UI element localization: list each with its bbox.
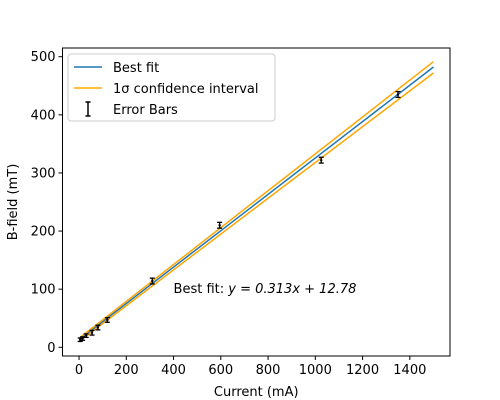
- data-point: [106, 318, 109, 322]
- data-point: [90, 331, 94, 334]
- series-line-1: [78, 61, 434, 339]
- x-tick-label: 200: [114, 363, 139, 378]
- legend-label-confidence: 1σ confidence interval: [113, 82, 259, 97]
- plot-frame: [62, 47, 451, 357]
- error-bar-point: [217, 221, 223, 229]
- y-tick-label: 300: [31, 166, 56, 181]
- axis-ticks: 0 200 400 600 800 1000 1200 1400 0 100 200 300 400 50…: [31, 50, 427, 378]
- series-line-0: [78, 66, 434, 341]
- data-point: [151, 279, 154, 283]
- error-bar-point: [104, 316, 110, 323]
- y-tick-label: 0: [47, 341, 55, 356]
- fit-annotation: Best fit: y = 0.313x + 12.78: [174, 282, 357, 297]
- x-tick-label: 1000: [299, 363, 332, 378]
- x-tick-label: 400: [161, 363, 186, 378]
- series-line-2: [78, 72, 434, 343]
- x-tick-label: 0: [75, 363, 83, 378]
- x-axis-label: Current (mA): [214, 385, 299, 400]
- data-point: [320, 158, 323, 162]
- x-tick-label: 1200: [346, 363, 379, 378]
- legend-label-best-fit: Best fit: [113, 61, 159, 76]
- y-tick-label: 500: [31, 50, 56, 65]
- error-bar-point: [149, 277, 155, 285]
- y-tick-label: 100: [31, 283, 56, 298]
- data-point: [96, 326, 100, 329]
- data-point: [84, 334, 88, 337]
- error-bar-point: [395, 90, 401, 99]
- y-tick-label: 200: [31, 225, 56, 240]
- data-point: [218, 224, 221, 227]
- fit-annotation-prefix: Best fit:: [174, 282, 229, 297]
- data-point: [396, 93, 400, 96]
- legend-swatch-error-bars: [85, 101, 91, 117]
- error-bar-point: [318, 156, 324, 164]
- y-axis-label: B-field (mT): [6, 164, 21, 241]
- error-bar-point: [83, 333, 89, 339]
- legend-label-error-bars: Error Bars: [113, 103, 178, 118]
- error-bar-point: [95, 324, 101, 331]
- error-bar-point: [89, 329, 95, 336]
- x-tick-label: 600: [208, 363, 233, 378]
- data-point: [81, 337, 84, 340]
- plot-area: [77, 61, 434, 343]
- legend: Best fit 1σ confidence interval Error Ba…: [67, 53, 276, 122]
- error-bar-point: [80, 336, 86, 341]
- x-tick-label: 800: [256, 363, 281, 378]
- x-tick-label: 1400: [393, 363, 426, 378]
- fit-annotation-equation: y = 0.313x + 12.78: [227, 282, 356, 297]
- y-tick-label: 400: [31, 108, 56, 123]
- legend-box: [67, 53, 276, 122]
